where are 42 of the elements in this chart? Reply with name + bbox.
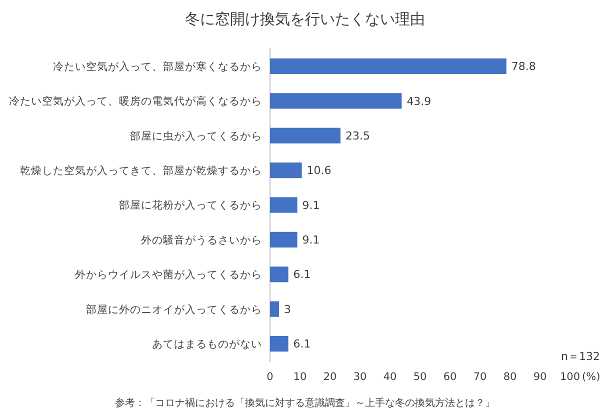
bar xyxy=(270,301,279,317)
bar xyxy=(270,128,340,144)
x-tick-label: 30 xyxy=(353,371,367,383)
data-label: 9.1 xyxy=(302,234,320,247)
y-tick-label: あてはまるものがない xyxy=(152,338,262,350)
bar xyxy=(270,266,288,282)
bar xyxy=(270,336,288,352)
bar xyxy=(270,162,302,178)
x-tick-label: 50 xyxy=(413,371,427,383)
x-tick-label: 100 xyxy=(560,371,580,383)
x-tick-label: 0 xyxy=(266,371,274,383)
y-tick-label: 乾燥した空気が入ってきて、部屋が乾燥するから xyxy=(20,164,262,177)
bar xyxy=(270,232,298,248)
x-tick-label: 90 xyxy=(533,371,547,383)
y-tick-label: 冷たい空気が入って、暖房の電気代が高くなるから xyxy=(9,94,262,108)
bar xyxy=(270,197,298,213)
data-label: 78.8 xyxy=(511,60,536,74)
x-tick-label: 20 xyxy=(323,371,337,383)
x-tick-label: 70 xyxy=(473,371,487,383)
x-tick-label: 60 xyxy=(443,371,457,383)
x-tick-label: 80 xyxy=(503,371,517,383)
data-label: 6.1 xyxy=(293,338,311,351)
data-label: 43.9 xyxy=(406,94,432,108)
y-tick-label: 部屋に虫が入ってくるから xyxy=(130,129,262,142)
y-tick-label: 外からウイルスや菌が入ってくるから xyxy=(75,268,262,282)
chart-title: 冬に窓開け換気を行いたくない理由 xyxy=(185,10,425,28)
x-tick-label: 10 xyxy=(293,371,307,383)
data-label: 23.5 xyxy=(346,129,370,142)
bar xyxy=(270,58,506,74)
y-tick-label: 外の騒音がうるさいから xyxy=(141,233,262,246)
x-tick-label: 40 xyxy=(383,371,397,383)
data-label: 3 xyxy=(284,302,291,316)
bar xyxy=(270,93,402,109)
data-label: 6.1 xyxy=(293,268,311,282)
y-tick-label: 冷たい空気が入って、部屋が寒くなるから xyxy=(53,60,262,73)
y-tick-label: 部屋に外のニオイが入ってくるから xyxy=(86,302,262,316)
x-axis-title: (%) xyxy=(582,371,600,383)
data-label: 9.1 xyxy=(302,198,320,212)
text: 参考：「コロナ禍における「換気に対する意識調査」～上手な冬の換気方法とは？」 xyxy=(115,397,495,409)
y-tick-label: 部屋に花粉が入ってくるから xyxy=(119,198,262,212)
annotation: n＝132 xyxy=(561,350,600,363)
data-label: 10.6 xyxy=(306,164,332,178)
